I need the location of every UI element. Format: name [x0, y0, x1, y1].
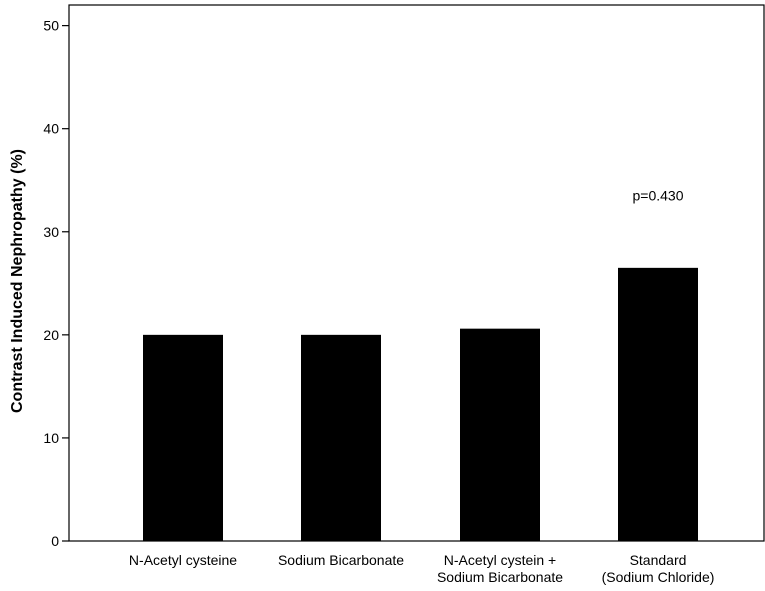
y-axis: 0 10 20 30 40 50 [43, 18, 69, 549]
bar [301, 335, 381, 541]
bar [618, 268, 698, 541]
y-tick-label: 20 [43, 327, 59, 343]
x-category-label: N-Acetyl cysteine [129, 552, 237, 568]
x-category-label: Sodium Bicarbonate [437, 569, 563, 585]
x-category-label: N-Acetyl cystein + [444, 552, 556, 568]
bar [143, 335, 223, 541]
y-tick-label: 50 [43, 18, 59, 34]
y-tick-label: 40 [43, 121, 59, 137]
y-tick-label: 10 [43, 430, 59, 446]
bars [143, 268, 698, 541]
y-tick-label: 30 [43, 224, 59, 240]
bar [460, 329, 540, 541]
x-category-label: Standard [630, 552, 687, 568]
x-category-label: (Sodium Chloride) [602, 569, 715, 585]
x-category-label: Sodium Bicarbonate [278, 552, 404, 568]
y-axis-label: Contrast Induced Nephropathy (%) [9, 149, 26, 413]
y-tick-label: 0 [51, 533, 59, 549]
x-axis-labels: N-Acetyl cysteine Sodium Bicarbonate N-Ace… [129, 552, 714, 585]
p-value-annotation: p=0.430 [633, 188, 684, 204]
